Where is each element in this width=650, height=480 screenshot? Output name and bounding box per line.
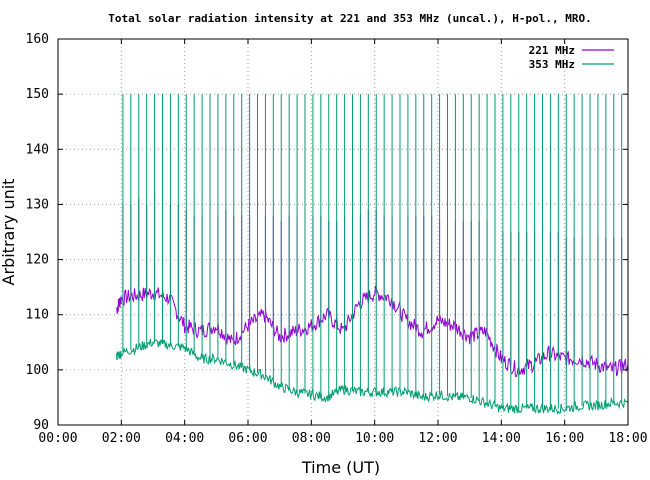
x-tick-label: 18:00	[608, 431, 647, 446]
y-tick-label: 90	[33, 418, 49, 433]
series-baseline	[116, 337, 629, 415]
y-tick-label: 160	[26, 32, 49, 47]
ticks: 00:00 02:00 04:00 06:00 08:00 10:00 12:00 14:00…	[26, 32, 648, 446]
series-221	[116, 193, 629, 378]
y-tick-label: 110	[26, 308, 49, 323]
grid	[58, 39, 628, 425]
x-tick-label: 08:00	[292, 431, 331, 446]
x-tick-label: 06:00	[228, 431, 267, 446]
x-tick-label: 10:00	[355, 431, 394, 446]
legend-label-221: 221 MHz	[529, 44, 575, 57]
x-tick-label: 16:00	[545, 431, 584, 446]
plot-frame	[57, 38, 629, 426]
y-tick-label: 100	[26, 363, 49, 378]
x-tick-label: 14:00	[482, 431, 521, 446]
series-353	[116, 94, 629, 415]
x-tick-label: 12:00	[418, 431, 457, 446]
y-tick-label: 150	[26, 87, 49, 102]
y-tick-label: 130	[26, 197, 49, 212]
y-tick-label: 140	[26, 142, 49, 157]
x-tick-label: 02:00	[102, 431, 141, 446]
x-axis-label: Time (UT)	[301, 458, 380, 477]
legend: 221 MHz 353 MHz	[529, 44, 614, 71]
x-tick-label: 00:00	[38, 431, 77, 446]
x-tick-label: 04:00	[165, 431, 204, 446]
series-baseline	[116, 285, 629, 378]
chart-title: Total solar radiation intensity at 221 a…	[108, 12, 591, 25]
legend-label-353: 353 MHz	[529, 58, 575, 71]
y-axis-label: Arbitrary unit	[0, 179, 18, 286]
series-layer	[116, 94, 629, 415]
y-tick-label: 120	[26, 253, 49, 268]
